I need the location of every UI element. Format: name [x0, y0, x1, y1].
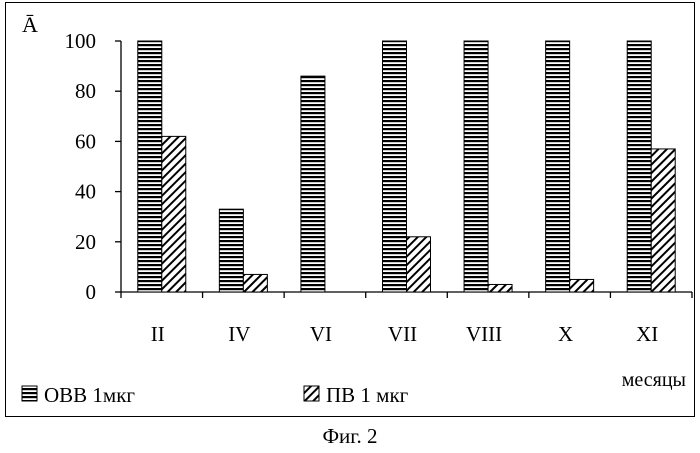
bar	[243, 274, 267, 292]
x-tick-label: VI	[310, 322, 332, 346]
bar	[219, 209, 243, 292]
y-tick-label: 40	[75, 180, 96, 204]
y-tick-label: 0	[86, 280, 97, 304]
legend-swatch	[304, 386, 319, 401]
y-axis-title: Ā	[22, 12, 38, 37]
legend-label: ПВ 1 мкг	[326, 383, 409, 407]
bar	[464, 41, 488, 292]
bar-chart: 0 20 40 60 80 100 Ā II IV VI VII VIII X XI месяцы ОВВ …	[0, 0, 700, 420]
legend-swatch	[22, 386, 37, 401]
y-tick-label: 100	[65, 29, 97, 53]
x-tick-label: VIII	[466, 322, 502, 346]
bar	[301, 76, 325, 292]
bar	[488, 284, 512, 292]
y-tick-label: 80	[75, 79, 96, 103]
bar	[162, 136, 186, 292]
y-tick-label: 60	[75, 129, 96, 153]
x-tick-label: VII	[388, 322, 417, 346]
bar	[383, 41, 407, 292]
bar	[651, 149, 675, 292]
x-tick-label: X	[558, 322, 573, 346]
x-tick-label: IV	[228, 322, 250, 346]
figure-caption: Фиг. 2	[0, 424, 700, 449]
x-tick-label: XI	[636, 322, 658, 346]
x-tick-label: II	[151, 322, 165, 346]
y-tick-label: 20	[75, 230, 96, 254]
bar	[627, 41, 651, 292]
x-axis-title: месяцы	[622, 369, 686, 391]
legend-label: ОВВ 1мкг	[44, 383, 135, 407]
bar	[546, 41, 570, 292]
bar	[407, 237, 431, 292]
bar	[570, 279, 594, 292]
bar	[138, 41, 162, 292]
